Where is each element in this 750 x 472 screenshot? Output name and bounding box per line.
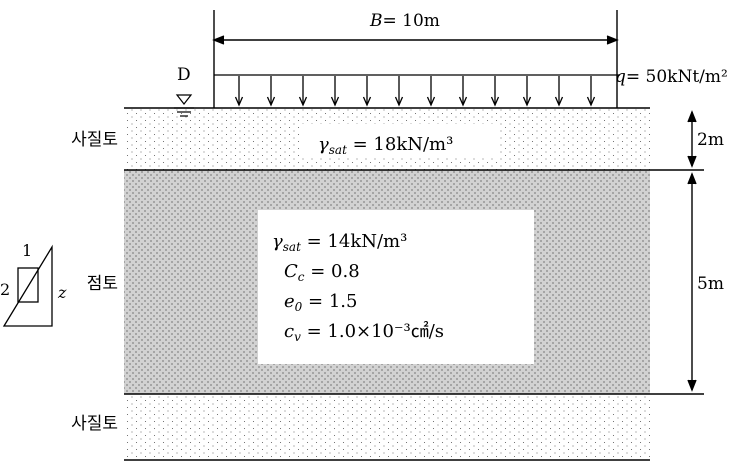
distributed-load [214, 74, 620, 107]
load-spread-slope-triangle [2, 244, 53, 327]
load-arrow-head [458, 96, 468, 107]
clay-unit-weight: γsat = 14kN/m³ [272, 231, 407, 254]
clay-thickness: 5m [697, 274, 724, 294]
upper-sand-thickness: 2m [697, 130, 724, 150]
upper-sand-label-box [300, 124, 500, 158]
clay-consolidation-coefficient: cv = 1.0×10⁻³㎠/s [284, 320, 444, 344]
load-arrow-head [298, 96, 308, 107]
clay-name: 점토 [87, 274, 118, 294]
water-table-symbol [174, 94, 194, 117]
load-arrow-head [522, 96, 532, 107]
clay-properties: γsat = 14kN/m³ Cc = 0.8 e0 = 1.5 cv = 1.0×1… [272, 231, 444, 344]
thickness-dimensions [687, 110, 697, 392]
load-arrow-head [362, 96, 372, 107]
clay-void-ratio: e0 = 1.5 [284, 291, 357, 314]
load-arrow-head [490, 96, 500, 107]
load-arrow-head [234, 96, 244, 107]
clay-properties-box [258, 210, 534, 364]
footing-width-label: B= 10m [369, 11, 440, 31]
load-label: q= 50kNt/m² [615, 67, 728, 87]
slope-left-label: 2 [0, 280, 10, 299]
footing-width-dimension [212, 10, 619, 108]
slope-top-label: 1 [22, 241, 32, 260]
clay-compression-index: Cc = 0.8 [284, 261, 360, 284]
slope-right-label: z [57, 283, 67, 302]
lower-sand-layer [124, 394, 650, 460]
upper-sand-name: 사질토 [71, 130, 118, 150]
load-arrow-head [586, 96, 596, 107]
load-arrow-head [266, 96, 276, 107]
load-arrow-head [554, 96, 564, 107]
load-arrow-head [426, 96, 436, 107]
upper-sand-unit-weight: γsat = 18kN/m³ [318, 134, 453, 157]
load-arrow-head [330, 96, 340, 107]
load-arrow-head [394, 96, 404, 107]
water-table-mark: D [177, 65, 191, 85]
layer-boundaries [124, 107, 704, 461]
lower-sand-name: 사질토 [71, 414, 118, 434]
clay-layer [124, 170, 650, 394]
upper-sand-layer [124, 108, 650, 170]
